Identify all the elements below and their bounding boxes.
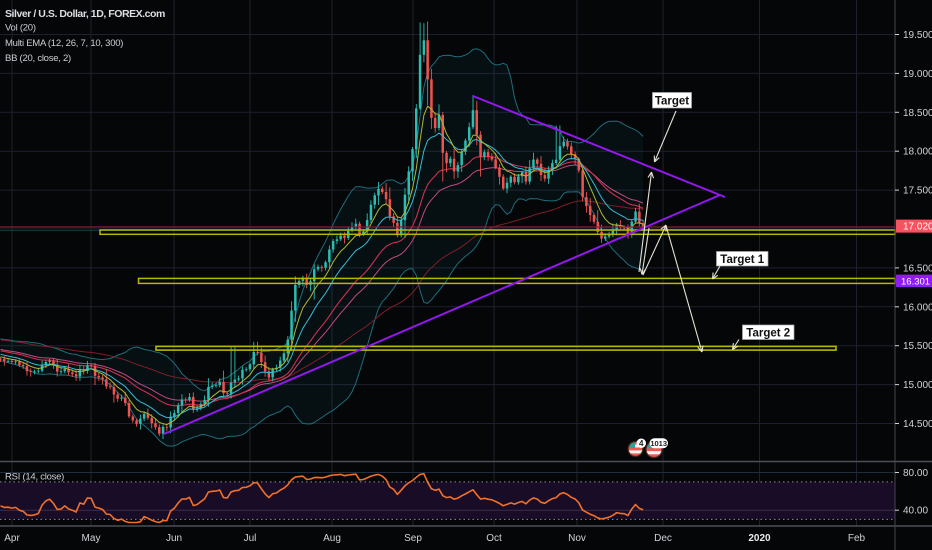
- svg-text:Jun: Jun: [166, 533, 182, 544]
- svg-text:16.000: 16.000: [903, 302, 932, 313]
- svg-text:17.500: 17.500: [903, 186, 932, 197]
- svg-text:Apr: Apr: [4, 533, 20, 544]
- svg-text:Sep: Sep: [404, 533, 422, 544]
- svg-text:Target 2: Target 2: [746, 327, 790, 339]
- svg-text:15.500: 15.500: [903, 341, 932, 352]
- svg-text:18.500: 18.500: [903, 108, 932, 119]
- svg-text:4: 4: [639, 439, 644, 448]
- svg-text:Target 1: Target 1: [720, 254, 764, 266]
- svg-text:Vol (20): Vol (20): [5, 23, 36, 34]
- svg-text:Multi EMA (12, 26, 7, 10, 300): Multi EMA (12, 26, 7, 10, 300): [5, 38, 123, 49]
- svg-text:14.500: 14.500: [903, 419, 932, 430]
- svg-text:19.500: 19.500: [903, 30, 932, 41]
- svg-text:BB (20, close, 2): BB (20, close, 2): [5, 53, 71, 64]
- svg-text:1013: 1013: [650, 439, 667, 448]
- svg-text:15.000: 15.000: [903, 380, 932, 391]
- svg-text:16.500: 16.500: [903, 263, 932, 274]
- svg-text:16.301: 16.301: [901, 276, 930, 287]
- svg-text:Nov: Nov: [568, 533, 586, 544]
- svg-text:17.020: 17.020: [903, 222, 932, 233]
- svg-text:19.000: 19.000: [903, 69, 932, 80]
- svg-text:18.000: 18.000: [903, 147, 932, 158]
- svg-text:May: May: [82, 533, 101, 544]
- svg-text:40.00: 40.00: [903, 506, 928, 517]
- svg-text:Feb: Feb: [848, 533, 866, 544]
- svg-text:Dec: Dec: [654, 533, 672, 544]
- svg-text:2020: 2020: [748, 533, 771, 544]
- svg-text:Target: Target: [655, 95, 689, 107]
- svg-text:Aug: Aug: [323, 533, 341, 544]
- svg-text:Jul: Jul: [244, 533, 257, 544]
- svg-text:RSI (14, close): RSI (14, close): [5, 472, 64, 483]
- svg-text:Oct: Oct: [486, 533, 502, 544]
- svg-text:80.00: 80.00: [903, 468, 928, 479]
- svg-text:Silver / U.S. Dollar, 1D, FORE: Silver / U.S. Dollar, 1D, FOREX.com: [5, 8, 165, 20]
